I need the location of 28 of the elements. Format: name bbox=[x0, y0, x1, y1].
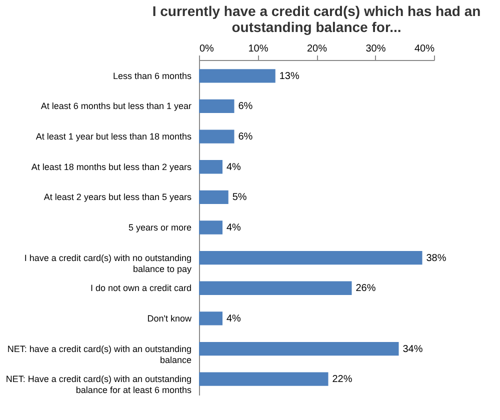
data-label: 6% bbox=[238, 132, 253, 143]
y-tick-label: I do not own a credit card bbox=[90, 283, 192, 294]
y-tick-label: At least 18 months but less than 2 years bbox=[31, 162, 192, 172]
data-label: 22% bbox=[332, 374, 352, 386]
data-label: 4% bbox=[226, 162, 242, 173]
x-tick-label: 0% bbox=[200, 44, 214, 54]
y-tick-label: Don't know bbox=[147, 313, 192, 324]
x-tick-label: 20% bbox=[306, 44, 328, 54]
data-label: 13% bbox=[279, 70, 300, 82]
y-tick-label: Less than 6 months bbox=[112, 70, 192, 81]
data-label: 6% bbox=[238, 101, 253, 112]
y-tick-label: At least 1 year but less than 18 months bbox=[36, 132, 192, 142]
x-tick-label: 30% bbox=[366, 44, 386, 54]
y-tick-label: At least 6 months but less than 1 year bbox=[40, 101, 192, 112]
y-tick-label: I have a credit card(s) with no outstanding balance to pay bbox=[24, 252, 192, 274]
data-label: 4% bbox=[226, 313, 242, 324]
y-tick-label: 5 years or more bbox=[128, 222, 192, 232]
data-label: 38% bbox=[426, 252, 446, 264]
y-tick-label: NET: Have a credit card(s) with an outstanding balance for at least 6 months bbox=[6, 374, 192, 396]
data-label: 5% bbox=[232, 192, 247, 204]
data-label: 34% bbox=[402, 344, 423, 355]
data-label: 4% bbox=[226, 222, 242, 234]
chart-title: I currently have a credit card(s) which has had an outstanding balance for... bbox=[152, 3, 481, 35]
x-tick-label: 40% bbox=[414, 44, 435, 54]
y-tick-label: At least 2 years but less than 5 years bbox=[44, 192, 192, 202]
y-tick-label: NET: have a credit card(s) with an outstanding balance bbox=[7, 344, 192, 365]
x-tick-label: 10% bbox=[248, 44, 268, 54]
data-label: 26% bbox=[356, 283, 376, 294]
